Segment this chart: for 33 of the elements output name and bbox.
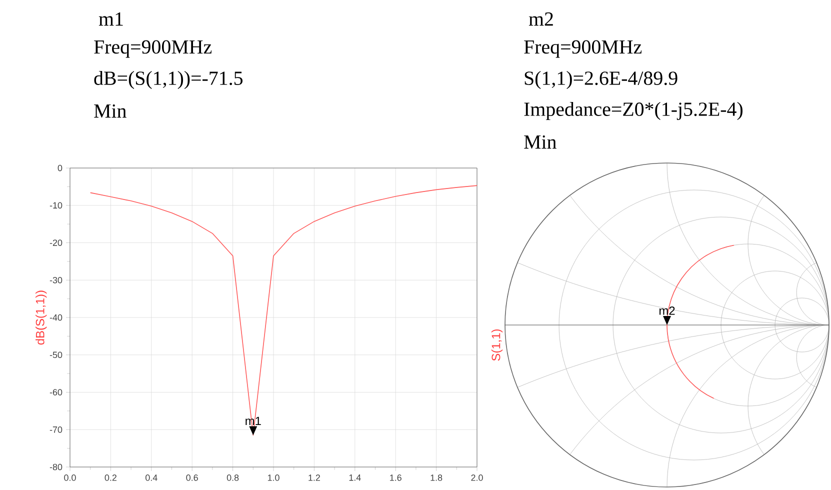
text: Min bbox=[94, 104, 126, 118]
text: Freq=900MHz bbox=[524, 40, 642, 58]
y-tick-label: -50 bbox=[50, 352, 62, 358]
text: m1 bbox=[98, 12, 123, 26]
text: Impedance=Z0*(1-j5.2E-4) bbox=[524, 102, 742, 120]
x-tick-label: 0.8 bbox=[226, 474, 239, 481]
line-series bbox=[90, 185, 478, 436]
text: Min bbox=[524, 135, 556, 149]
text: m2 bbox=[660, 306, 675, 315]
x-tick-label: 1.2 bbox=[308, 474, 320, 481]
x-tick-label: 0.6 bbox=[186, 474, 198, 481]
x-tick-label: 2.0 bbox=[471, 474, 483, 481]
x-tick-label: 1.8 bbox=[430, 474, 442, 481]
text: S(1,1)=2.6E-4/89.9 bbox=[524, 70, 678, 90]
y-tick-label: -70 bbox=[50, 426, 62, 433]
y-tick-label: -40 bbox=[50, 314, 62, 321]
x-tick-label: 1.0 bbox=[268, 474, 280, 481]
y-tick-label: -60 bbox=[50, 389, 62, 396]
x-tick-label: 0.2 bbox=[104, 474, 116, 481]
x-tick-label: 0.0 bbox=[64, 474, 76, 481]
x-tick-label: 1.4 bbox=[349, 474, 361, 481]
y-tick-label: -10 bbox=[50, 202, 62, 209]
y-tick-label: -30 bbox=[50, 276, 62, 284]
y-tick-label: 0 bbox=[58, 164, 62, 172]
x-tick-label: 0.4 bbox=[146, 474, 158, 481]
text: dB=(S(1,1))=-71.5 bbox=[94, 70, 243, 90]
text: S(1,1) bbox=[491, 329, 503, 361]
text: Freq=900MHz bbox=[94, 40, 212, 58]
y-tick-label: -20 bbox=[50, 240, 62, 246]
text: m2 bbox=[528, 12, 553, 26]
x-tick-label: 1.6 bbox=[390, 474, 402, 481]
y-tick-label: -80 bbox=[50, 464, 62, 470]
y-axis-title: dB(S(1,1)) bbox=[36, 290, 47, 345]
